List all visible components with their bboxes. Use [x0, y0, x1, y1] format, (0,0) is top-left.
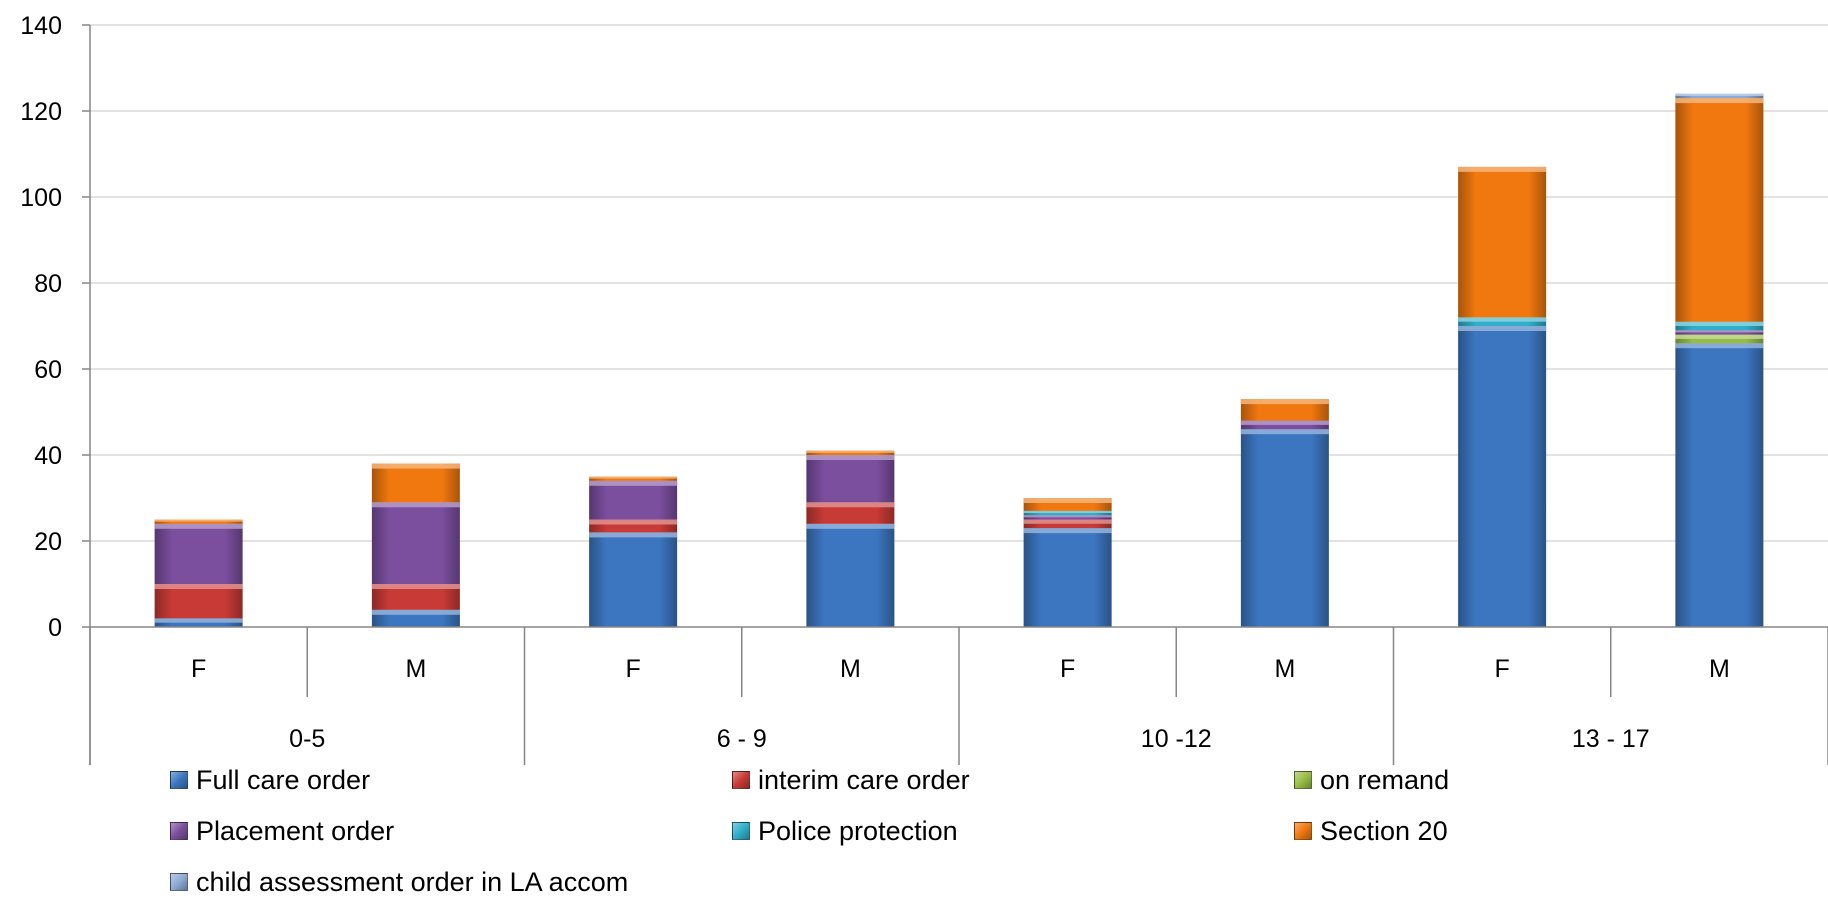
bar-segment-bevel	[1240, 420, 1329, 425]
bar-segment-bevel	[1458, 317, 1547, 322]
bar-segment-bevel	[589, 480, 678, 486]
bar-segment-bevel	[806, 502, 895, 508]
legend-item: Section 20	[1294, 811, 1448, 851]
bar-segment-full-care-order	[589, 532, 678, 627]
y-tick-label: 60	[34, 356, 62, 384]
bar-segment-placement-order	[371, 502, 460, 584]
bar-segment-bevel	[371, 609, 460, 615]
bar-segment-bevel	[154, 584, 243, 589]
legend-swatch	[170, 873, 188, 891]
bar-segment-full-care-order	[1240, 429, 1329, 627]
legend-item: Full care order	[170, 760, 370, 800]
legend-swatch	[170, 822, 188, 840]
y-tick-label: 120	[20, 98, 62, 126]
legend-item: on remand	[1294, 760, 1449, 800]
legend-label: Section 20	[1320, 815, 1448, 846]
legend-swatch	[1294, 822, 1312, 840]
y-tick-label: 0	[48, 614, 62, 642]
bar-segment-bevel	[1458, 166, 1547, 172]
legend-label: Placement order	[196, 815, 395, 846]
bar-segment-bevel	[1675, 98, 1764, 104]
bar-segment-bevel	[1023, 519, 1112, 524]
bar-segment-placement-order	[1240, 420, 1329, 430]
bar-segment-police-protection	[1458, 317, 1547, 326]
legend-item: child assessment order in LA accom	[170, 862, 628, 902]
legend-item: Police protection	[732, 811, 958, 851]
x-category-label: M	[405, 655, 426, 683]
x-category-label: M	[1709, 655, 1730, 683]
bar-segment-bevel	[1675, 330, 1764, 333]
legend-label: Police protection	[758, 815, 958, 846]
bar-segment-bevel	[154, 519, 243, 522]
bar-segment-bevel	[154, 618, 243, 623]
legend-item: Placement order	[170, 811, 394, 851]
x-group-label: 6 - 9	[717, 725, 767, 753]
bar-segment-full-care-order	[1675, 343, 1764, 627]
bar-segment-placement-order	[589, 480, 678, 520]
x-group-label: 10 -12	[1141, 725, 1212, 753]
legend-swatch	[1294, 771, 1312, 789]
bar-segment-bevel	[154, 523, 243, 529]
x-category-label: F	[191, 655, 206, 683]
bar-segment-bevel	[1023, 510, 1112, 514]
bar-segment-bevel	[1023, 498, 1112, 503]
bar-segment-bevel	[589, 532, 678, 538]
x-category-label: F	[625, 655, 640, 683]
y-axis: 0 20 40 60 80 100 120 140	[20, 12, 91, 765]
bar-segment-placement-order	[806, 455, 895, 503]
bar-segment-bevel	[1675, 343, 1764, 349]
legend-swatch	[732, 822, 750, 840]
x-category-label: F	[1494, 655, 1509, 683]
bar-segment-section-20	[1458, 166, 1547, 318]
bar-segment-placement-order	[154, 523, 243, 584]
y-tick-label: 100	[20, 184, 62, 212]
bar-segment-on-remand	[1675, 334, 1764, 344]
bar-segment-bevel	[806, 455, 895, 460]
bar-segment-section-20	[371, 463, 460, 503]
legend-label: Full care order	[196, 764, 371, 795]
bar-segment-bevel	[371, 502, 460, 508]
bar-segment-bevel	[806, 523, 895, 529]
x-group-label: 0-5	[289, 725, 325, 753]
y-tick-label: 80	[34, 270, 62, 298]
bar-segment-bevel	[371, 584, 460, 589]
x-group-label: 13 - 17	[1572, 725, 1650, 753]
bar-segment-bevel	[1458, 326, 1547, 331]
y-tick-label: 40	[34, 442, 62, 470]
bar-segment-interim-care-order	[154, 584, 243, 619]
bar-segment-bevel	[806, 450, 895, 453]
legend-label: child assessment order in LA accom	[196, 866, 629, 897]
legend-label: interim care order	[758, 764, 970, 795]
bar-segment-full-care-order	[806, 523, 895, 627]
x-category-label: F	[1060, 655, 1075, 683]
bar-segment-full-care-order	[1458, 326, 1547, 627]
bar-segment-section-20	[1240, 399, 1329, 421]
bar-segment-bevel	[1240, 429, 1329, 435]
bar-segment-bevel	[1675, 334, 1764, 339]
bar-segment-bevel	[1023, 528, 1112, 534]
bar-segment-bevel	[371, 463, 460, 469]
bar-segment-bevel	[589, 519, 678, 525]
legend-label: on remand	[1320, 764, 1450, 795]
bar-segment-bevel	[1023, 515, 1112, 518]
x-axis: F M F M F M F M 0-5 6 - 9 10 -12 13 - 17	[89, 626, 1828, 765]
bar-segment-full-care-order	[1023, 528, 1112, 627]
x-category-label: M	[1274, 655, 1295, 683]
bar-segment-interim-care-order	[806, 502, 895, 524]
bar-segment-bevel	[1675, 321, 1764, 326]
legend-item: interim care order	[732, 760, 970, 800]
gridlines	[90, 24, 1828, 542]
bar-segment-bevel	[1675, 93, 1764, 96]
y-tick-label: 140	[20, 12, 62, 40]
bar-segment-section-20	[1675, 98, 1764, 322]
legend-swatch	[170, 771, 188, 789]
bar-segment-bevel	[1240, 399, 1329, 405]
legend: Full care order interim care order on rema…	[170, 760, 1810, 897]
legend-swatch	[732, 771, 750, 789]
y-tick-label: 20	[34, 528, 62, 556]
bars	[154, 93, 1764, 627]
bar-segment-bevel	[589, 476, 678, 479]
x-category-label: M	[840, 655, 861, 683]
